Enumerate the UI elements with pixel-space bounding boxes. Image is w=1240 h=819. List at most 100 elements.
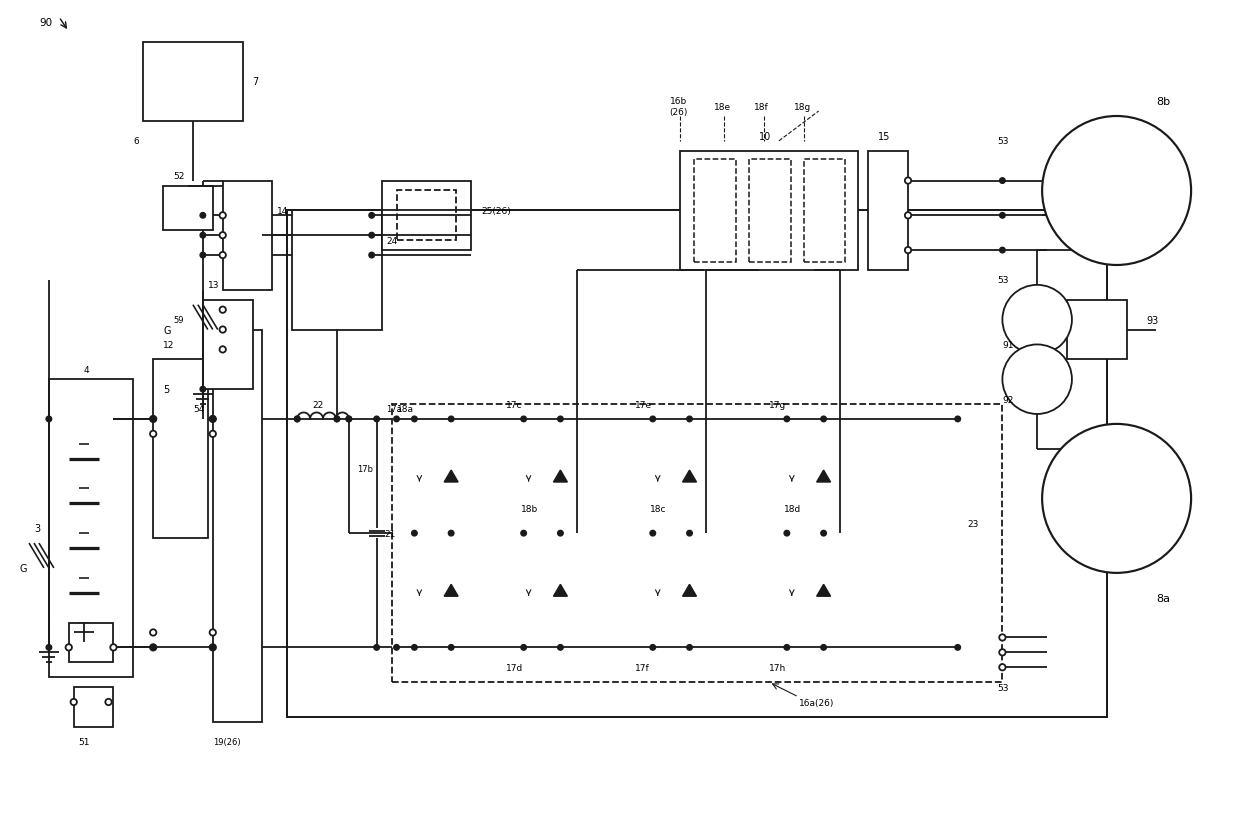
Circle shape <box>558 417 563 423</box>
Circle shape <box>521 417 527 423</box>
Bar <box>769 419 848 648</box>
Text: 93: 93 <box>1147 315 1158 325</box>
Circle shape <box>558 531 563 536</box>
Circle shape <box>150 645 156 651</box>
Text: 8b: 8b <box>1157 97 1171 107</box>
Text: 17d: 17d <box>506 663 523 672</box>
Text: 18a: 18a <box>397 405 413 414</box>
Polygon shape <box>817 470 831 482</box>
Circle shape <box>784 645 790 650</box>
Circle shape <box>999 664 1006 671</box>
Circle shape <box>210 417 216 423</box>
Text: 17a: 17a <box>387 405 402 414</box>
Circle shape <box>821 645 826 650</box>
FancyArrowPatch shape <box>216 352 252 371</box>
Circle shape <box>1042 117 1192 265</box>
Circle shape <box>687 645 692 650</box>
Bar <box>397 419 476 648</box>
Circle shape <box>219 346 226 353</box>
Circle shape <box>521 645 527 650</box>
Text: 53: 53 <box>997 137 1009 146</box>
Text: 59: 59 <box>174 315 184 324</box>
Text: 18c: 18c <box>650 505 666 514</box>
Circle shape <box>412 531 417 536</box>
Circle shape <box>200 387 206 392</box>
Bar <box>164 186 213 231</box>
Polygon shape <box>553 585 568 596</box>
Circle shape <box>346 417 352 423</box>
Circle shape <box>999 649 1006 656</box>
Bar <box>680 152 858 270</box>
Circle shape <box>999 213 1006 219</box>
Circle shape <box>219 327 226 333</box>
Text: 18e: 18e <box>714 102 732 111</box>
Circle shape <box>210 416 216 423</box>
Circle shape <box>200 213 206 219</box>
Text: 16a(26): 16a(26) <box>799 698 835 707</box>
Polygon shape <box>444 585 458 596</box>
Circle shape <box>394 645 399 650</box>
Text: 16b
(26): 16b (26) <box>670 97 688 116</box>
Circle shape <box>294 417 300 423</box>
Text: 17c: 17c <box>506 400 522 409</box>
Bar <box>382 181 471 251</box>
Circle shape <box>370 233 374 238</box>
Circle shape <box>999 635 1006 640</box>
Text: 14: 14 <box>278 206 289 215</box>
Bar <box>397 419 486 648</box>
Circle shape <box>150 645 156 650</box>
Circle shape <box>150 416 156 423</box>
Circle shape <box>334 417 340 423</box>
Circle shape <box>394 417 399 423</box>
Text: G: G <box>19 563 26 573</box>
Bar <box>154 360 208 538</box>
Text: 18d: 18d <box>784 505 801 514</box>
Circle shape <box>821 531 826 536</box>
Bar <box>804 160 846 263</box>
Text: 53: 53 <box>997 683 1009 692</box>
Polygon shape <box>817 585 831 596</box>
Circle shape <box>150 417 156 423</box>
Circle shape <box>449 417 454 423</box>
Text: 17b: 17b <box>357 464 373 473</box>
Circle shape <box>219 307 226 314</box>
Text: 7: 7 <box>253 77 259 87</box>
Circle shape <box>955 417 961 423</box>
Circle shape <box>449 531 454 536</box>
Circle shape <box>784 417 790 423</box>
Circle shape <box>374 645 379 650</box>
Circle shape <box>105 699 112 705</box>
Polygon shape <box>444 470 458 482</box>
Bar <box>203 301 253 390</box>
Circle shape <box>999 179 1006 184</box>
Circle shape <box>821 417 826 423</box>
Bar <box>293 211 382 330</box>
Circle shape <box>650 531 656 536</box>
Polygon shape <box>553 470 568 482</box>
Text: 54: 54 <box>193 405 205 414</box>
Bar <box>1066 301 1127 360</box>
Text: G: G <box>164 325 171 335</box>
Circle shape <box>294 417 300 423</box>
Text: 22: 22 <box>312 400 324 409</box>
Circle shape <box>110 645 117 651</box>
Circle shape <box>210 431 216 437</box>
Text: 21: 21 <box>384 529 396 538</box>
Circle shape <box>1002 345 1071 414</box>
Bar <box>288 211 1106 717</box>
Circle shape <box>521 531 527 536</box>
Text: 17f: 17f <box>635 663 650 672</box>
Text: 6: 6 <box>134 137 139 146</box>
Text: 18b: 18b <box>521 505 538 514</box>
Bar <box>213 330 263 722</box>
Text: 25(26): 25(26) <box>481 206 511 215</box>
Text: 17h: 17h <box>769 663 786 672</box>
Circle shape <box>370 213 374 219</box>
Circle shape <box>558 645 563 650</box>
Circle shape <box>150 630 156 636</box>
Text: 24: 24 <box>387 237 398 246</box>
Text: 17e: 17e <box>635 400 652 409</box>
Circle shape <box>449 645 454 650</box>
Bar <box>68 622 113 663</box>
Circle shape <box>650 417 656 423</box>
